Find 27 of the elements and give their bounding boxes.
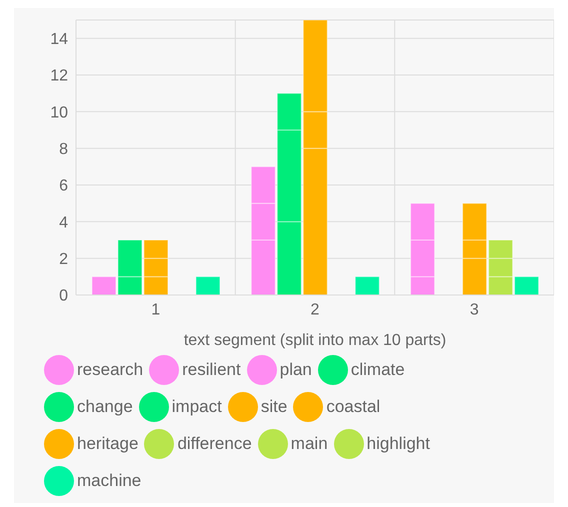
bar [195, 276, 220, 295]
y-tick-label: 12 [50, 68, 68, 85]
y-tick-label: 6 [59, 178, 68, 195]
x-axis-title: text segment (split into max 10 parts) [184, 332, 446, 349]
legend-label: coastal [326, 397, 380, 417]
x-tick-label: 1 [151, 301, 160, 318]
legend-label: site [260, 397, 288, 417]
legend-label: climate [350, 360, 405, 380]
y-tick-label: 2 [59, 251, 68, 268]
y-tick-label: 0 [59, 288, 68, 305]
legend-label: impact [172, 397, 222, 417]
legend-label: main [290, 434, 328, 454]
y-tick-label: 14 [50, 31, 68, 48]
y-tick-label: 10 [50, 104, 68, 122]
legend-label: resilient [182, 360, 241, 380]
legend-label: highlight [366, 434, 430, 454]
x-tick-label: 3 [470, 301, 479, 318]
legend-label: plan [280, 360, 312, 380]
legend-label: research [77, 360, 144, 380]
legend-label: machine [77, 471, 142, 491]
y-tick-label: 8 [59, 141, 68, 158]
legend-label: change [77, 397, 133, 417]
legend-label: difference [177, 434, 252, 454]
x-tick-label: 2 [310, 301, 320, 318]
legend-label: heritage [77, 434, 138, 454]
bar [354, 276, 380, 295]
y-tick-label: 4 [59, 214, 68, 232]
